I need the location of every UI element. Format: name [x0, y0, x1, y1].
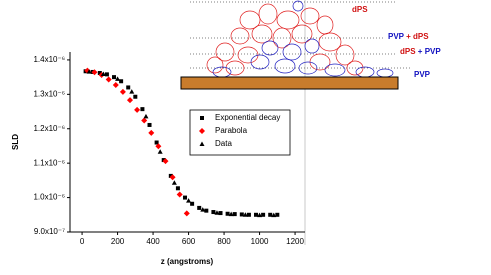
- point: [155, 143, 162, 150]
- y-tick-label: 1.3x10⁻⁶: [33, 89, 65, 98]
- point: [134, 106, 141, 113]
- point: [183, 195, 188, 200]
- point: [112, 82, 119, 89]
- point: [204, 208, 209, 213]
- point: [239, 212, 244, 217]
- point: [119, 79, 124, 84]
- label-part: +: [418, 47, 423, 56]
- point: [183, 210, 190, 217]
- point: [261, 212, 266, 217]
- point: [140, 107, 145, 112]
- point: [176, 191, 183, 198]
- point: [171, 180, 177, 185]
- point: [154, 140, 159, 145]
- point: [225, 211, 230, 216]
- point: [246, 212, 251, 217]
- x-axis-label: z (angstroms): [161, 257, 214, 266]
- point: [228, 211, 234, 217]
- point: [271, 212, 277, 218]
- legend: [189, 109, 291, 156]
- point: [200, 207, 206, 212]
- label-part: +: [406, 32, 411, 41]
- point: [105, 76, 112, 83]
- inset-label: dPS + PVP: [400, 47, 441, 56]
- label-part: PVP: [414, 70, 431, 79]
- point: [126, 85, 131, 90]
- x-tick-label: 400: [146, 237, 160, 246]
- y-axis-label: SLD: [11, 134, 20, 150]
- point: [141, 117, 148, 124]
- point: [104, 72, 109, 77]
- point: [268, 212, 273, 217]
- inset-diagram: [180, 0, 410, 90]
- point: [100, 71, 106, 77]
- label-part: PVP: [425, 47, 442, 56]
- x-tick-label: 800: [217, 237, 231, 246]
- y-tick-label: 1.0x10⁻⁶: [33, 193, 65, 202]
- point: [257, 212, 263, 218]
- point: [275, 212, 280, 217]
- y-tick-label: 1.2x10⁻⁶: [33, 124, 65, 133]
- point: [147, 122, 152, 127]
- legend-label: Parabola: [215, 126, 248, 135]
- x-tick-label: 200: [111, 237, 125, 246]
- point: [211, 210, 216, 215]
- x-tick-label: 0: [80, 237, 85, 246]
- legend-marker: [199, 141, 205, 146]
- inset-label: PVP + dPS: [388, 32, 429, 41]
- point: [97, 70, 102, 75]
- x-tick-label: 1200: [286, 237, 304, 246]
- legend-label: Data: [215, 139, 232, 148]
- y-tick-label: 9.0x10⁻⁷: [34, 227, 65, 236]
- point: [86, 69, 92, 74]
- point: [190, 201, 195, 206]
- point: [129, 89, 135, 94]
- point: [115, 76, 121, 81]
- point: [169, 174, 176, 181]
- point: [112, 75, 117, 80]
- point: [218, 211, 223, 216]
- x-tick-label: 600: [182, 237, 196, 246]
- inset-label: dPS: [352, 5, 368, 14]
- point: [242, 212, 248, 217]
- point: [119, 88, 126, 95]
- legend-label: Exponential decay: [215, 113, 280, 122]
- point: [126, 97, 133, 104]
- inset-label: PVP: [414, 70, 431, 79]
- point: [197, 205, 202, 210]
- label-part: dPS: [352, 5, 368, 14]
- label-part: PVP: [388, 32, 405, 41]
- point: [133, 94, 138, 99]
- point: [232, 212, 237, 217]
- point: [254, 212, 259, 217]
- label-part: dPS: [400, 47, 416, 56]
- legend-marker: [199, 128, 205, 134]
- x-tick-label: 1000: [251, 237, 269, 246]
- point: [157, 149, 163, 154]
- label-part: dPS: [413, 32, 429, 41]
- point: [168, 173, 173, 178]
- legend-marker: [200, 116, 204, 120]
- point: [186, 198, 192, 203]
- point: [214, 210, 220, 215]
- point: [143, 113, 149, 119]
- point: [91, 69, 98, 76]
- point: [162, 158, 169, 165]
- y-tick-label: 1.4x10⁻⁶: [33, 55, 65, 64]
- y-tick-label: 1.1x10⁻⁶: [33, 158, 65, 167]
- point: [175, 186, 180, 191]
- point: [148, 129, 155, 136]
